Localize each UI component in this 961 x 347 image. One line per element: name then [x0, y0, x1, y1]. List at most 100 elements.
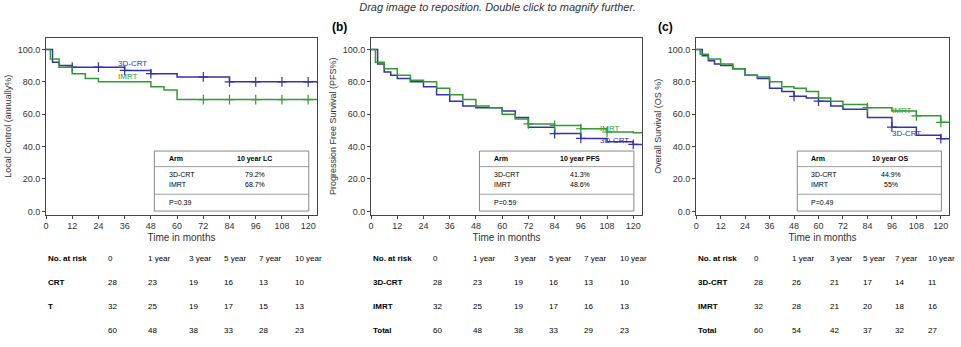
- svg-text:3D-CRT: 3D-CRT: [494, 171, 520, 178]
- svg-text:40.0: 40.0: [23, 142, 41, 152]
- svg-text:0: 0: [108, 254, 113, 263]
- svg-text:3D-CRT: 3D-CRT: [698, 278, 727, 287]
- svg-text:0.0: 0.0: [28, 207, 41, 217]
- svg-text:28: 28: [792, 302, 801, 311]
- svg-text:20.0: 20.0: [348, 174, 366, 184]
- svg-text:96: 96: [887, 221, 897, 231]
- svg-text:0: 0: [694, 221, 699, 231]
- svg-text:IMRT: IMRT: [494, 181, 512, 188]
- svg-text:3D-CRT: 3D-CRT: [892, 129, 921, 138]
- svg-text:120: 120: [933, 221, 948, 231]
- svg-text:32: 32: [895, 326, 904, 335]
- svg-text:19: 19: [514, 278, 523, 287]
- svg-text:80.0: 80.0: [348, 77, 366, 87]
- svg-text:Arm: Arm: [811, 155, 825, 162]
- svg-text:38: 38: [514, 326, 523, 335]
- svg-text:T: T: [48, 302, 53, 311]
- svg-text:23: 23: [473, 278, 482, 287]
- svg-text:10 year LC: 10 year LC: [237, 155, 272, 163]
- svg-text:80.0: 80.0: [673, 77, 691, 87]
- svg-text:19: 19: [514, 302, 523, 311]
- svg-text:108: 108: [274, 221, 289, 231]
- svg-text:Drag image to reposition. Doub: Drag image to reposition. Double click t…: [359, 1, 636, 13]
- svg-text:48: 48: [146, 221, 156, 231]
- svg-text:60: 60: [172, 221, 182, 231]
- svg-text:19: 19: [189, 302, 198, 311]
- svg-text:P=0.49: P=0.49: [811, 199, 833, 206]
- svg-text:IMRT: IMRT: [600, 124, 620, 133]
- svg-text:Progression Free Survival (PFS: Progression Free Survival (PFS%): [328, 58, 338, 196]
- svg-text:28: 28: [259, 326, 268, 335]
- svg-text:23: 23: [295, 326, 304, 335]
- svg-text:13: 13: [259, 278, 268, 287]
- svg-text:20.0: 20.0: [23, 174, 41, 184]
- svg-text:15: 15: [259, 302, 268, 311]
- svg-text:54: 54: [792, 326, 801, 335]
- svg-text:Total: Total: [373, 326, 392, 335]
- svg-text:41.3%: 41.3%: [570, 171, 590, 178]
- svg-text:3D-CRT: 3D-CRT: [811, 171, 837, 178]
- svg-text:12: 12: [67, 221, 77, 231]
- svg-text:13: 13: [295, 302, 304, 311]
- svg-text:84: 84: [225, 221, 235, 231]
- svg-text:5 year: 5 year: [224, 254, 247, 263]
- svg-text:0: 0: [754, 254, 759, 263]
- svg-text:17: 17: [549, 302, 558, 311]
- svg-text:3D-CRT: 3D-CRT: [373, 278, 402, 287]
- svg-text:14: 14: [895, 278, 904, 287]
- svg-text:3 year: 3 year: [830, 254, 853, 263]
- svg-text:28: 28: [754, 278, 763, 287]
- svg-text:1 year: 1 year: [473, 254, 496, 263]
- svg-text:12: 12: [392, 221, 402, 231]
- svg-text:60: 60: [433, 326, 442, 335]
- svg-text:40.0: 40.0: [673, 142, 691, 152]
- svg-text:CRT: CRT: [48, 278, 65, 287]
- svg-text:37: 37: [863, 326, 872, 335]
- svg-text:17: 17: [224, 302, 233, 311]
- svg-text:72: 72: [523, 221, 533, 231]
- svg-text:7 year: 7 year: [895, 254, 918, 263]
- svg-text:60: 60: [754, 326, 763, 335]
- svg-text:27: 27: [928, 326, 937, 335]
- svg-text:3D-CRT: 3D-CRT: [169, 171, 195, 178]
- svg-text:36: 36: [765, 221, 775, 231]
- svg-text:1 year: 1 year: [792, 254, 815, 263]
- svg-text:48: 48: [471, 221, 481, 231]
- svg-text:13: 13: [620, 302, 629, 311]
- svg-text:10 year: 10 year: [295, 254, 322, 263]
- svg-text:Total: Total: [698, 326, 717, 335]
- svg-text:20.0: 20.0: [673, 174, 691, 184]
- svg-text:0: 0: [369, 221, 374, 231]
- svg-text:IMRT: IMRT: [698, 302, 718, 311]
- svg-text:28: 28: [108, 278, 117, 287]
- svg-text:32: 32: [433, 302, 442, 311]
- svg-text:48: 48: [789, 221, 799, 231]
- svg-text:16: 16: [584, 302, 593, 311]
- svg-text:23: 23: [148, 278, 157, 287]
- svg-text:0: 0: [43, 221, 48, 231]
- svg-text:120: 120: [626, 221, 641, 231]
- svg-text:20: 20: [863, 302, 872, 311]
- svg-text:48: 48: [473, 326, 482, 335]
- svg-text:(b): (b): [332, 20, 347, 34]
- svg-text:29: 29: [584, 326, 593, 335]
- svg-text:100.0: 100.0: [668, 45, 691, 55]
- svg-text:IMRT: IMRT: [169, 181, 187, 188]
- svg-text:26: 26: [792, 278, 801, 287]
- svg-text:108: 108: [600, 221, 615, 231]
- svg-text:40.0: 40.0: [348, 142, 366, 152]
- svg-text:60.0: 60.0: [348, 109, 366, 119]
- svg-text:10: 10: [295, 278, 304, 287]
- svg-text:42: 42: [830, 326, 839, 335]
- svg-text:60: 60: [108, 326, 117, 335]
- svg-text:24: 24: [93, 221, 103, 231]
- svg-text:21: 21: [830, 278, 839, 287]
- svg-text:Arm: Arm: [169, 155, 183, 162]
- svg-text:84: 84: [862, 221, 872, 231]
- svg-text:60.0: 60.0: [673, 109, 691, 119]
- svg-text:7 year: 7 year: [584, 254, 607, 263]
- svg-text:68.7%: 68.7%: [245, 181, 265, 188]
- svg-text:P=0.39: P=0.39: [169, 199, 191, 206]
- svg-text:48: 48: [148, 326, 157, 335]
- svg-text:(c): (c): [658, 20, 673, 34]
